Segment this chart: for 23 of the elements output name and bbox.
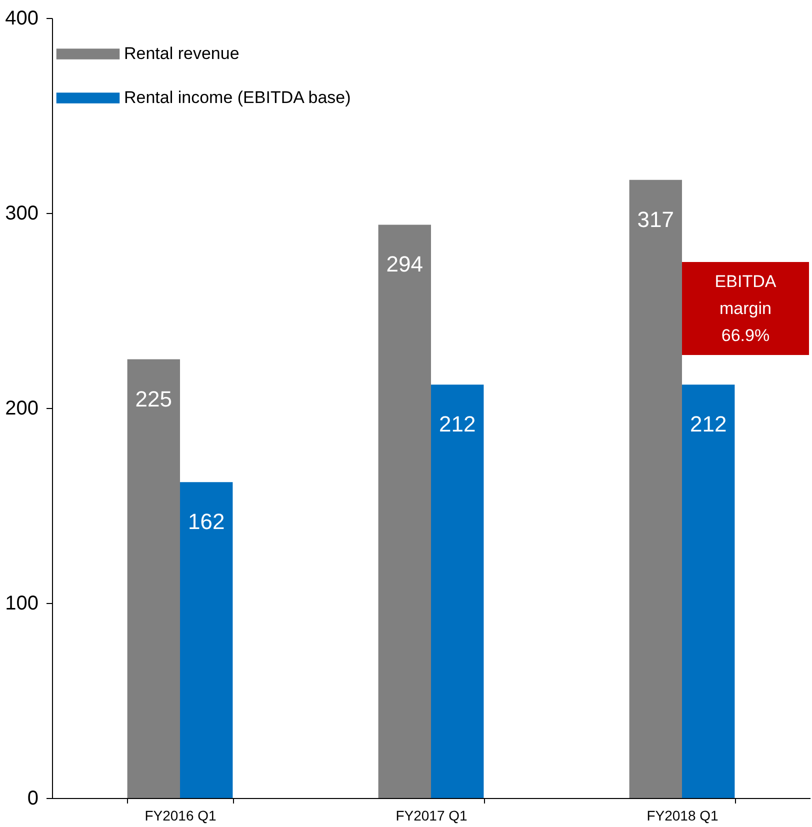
bar (180, 482, 233, 798)
data-label: 212 (690, 412, 727, 437)
data-label: 212 (438, 412, 476, 437)
data-label: 162 (188, 509, 225, 534)
x-tick-label: FY2018 Q1 (646, 808, 718, 824)
y-tick-label: 300 (5, 202, 38, 224)
y-tick-label: 400 (5, 8, 38, 30)
y-tick-label: 100 (5, 592, 38, 614)
bar (127, 359, 180, 798)
bar (629, 180, 682, 798)
legend-label: Rental income (EBITDA base) (124, 88, 351, 107)
callout-box: EBITDA margin 66.9% (682, 262, 809, 355)
bar (431, 384, 484, 798)
data-label: 294 (386, 252, 424, 277)
data-label: 225 (135, 386, 172, 412)
bar (378, 224, 431, 798)
x-tick-label: FY2016 Q1 (144, 808, 217, 824)
y-tick-label: 0 (27, 788, 38, 810)
legend-label: Rental revenue (124, 44, 240, 63)
x-tick-label: FY2017 Q1 (396, 808, 468, 824)
data-label: 317 (637, 206, 674, 232)
y-tick-label: 200 (5, 398, 38, 420)
bar (682, 384, 735, 798)
